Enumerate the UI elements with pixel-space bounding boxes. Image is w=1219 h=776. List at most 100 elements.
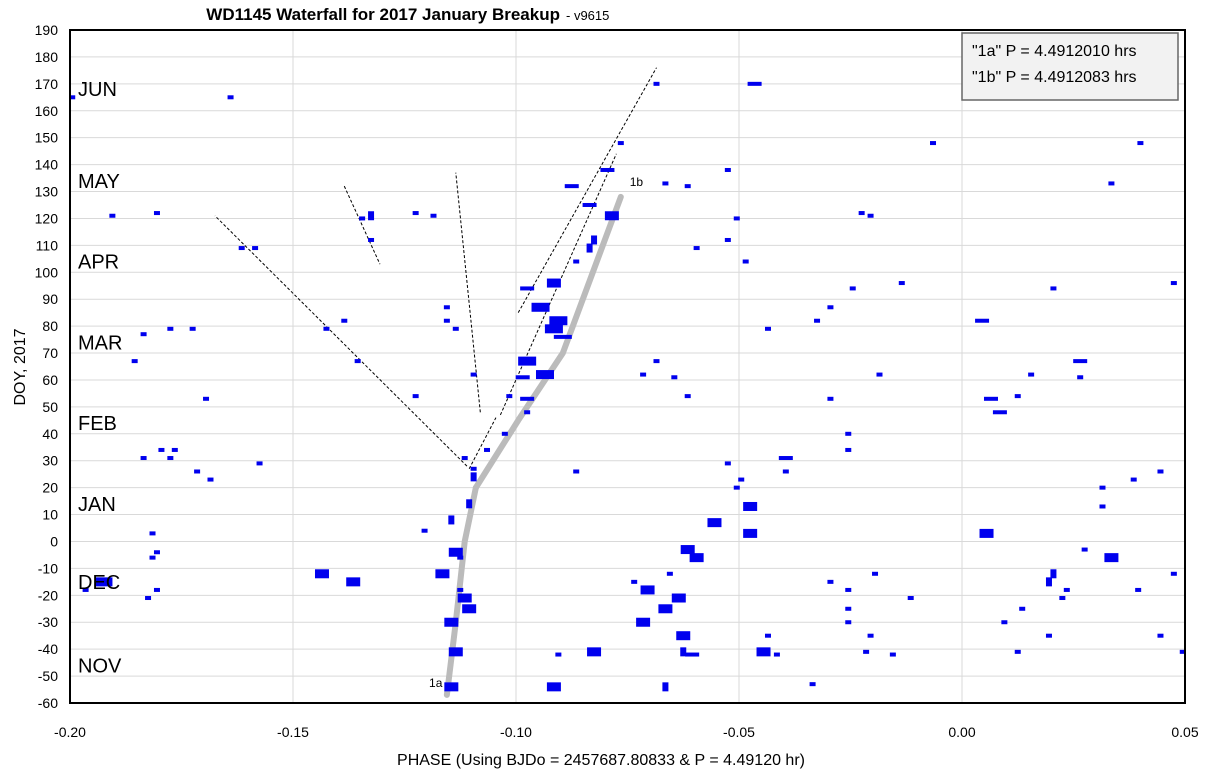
y-tick-label: 50: [42, 399, 58, 415]
dip-marker: [1050, 286, 1057, 291]
dip-marker: [684, 184, 691, 189]
dip-marker: [617, 141, 624, 146]
dip-marker: [582, 202, 597, 207]
y-tick-label: 190: [35, 22, 59, 38]
dip-marker: [1179, 649, 1186, 654]
dip-marker: [845, 606, 852, 611]
dip-marker: [171, 447, 178, 452]
month-labels: JUN MAY APR MAR FEB JAN DEC NOV: [78, 79, 122, 677]
dip-marker: [346, 577, 361, 587]
dip-marker: [421, 528, 428, 533]
dip-marker: [662, 181, 669, 186]
legend-item-1a: "1a" P = 4.4912010 hrs: [972, 43, 1137, 60]
trend-line-1a: [443, 484, 479, 698]
dip-marker: [876, 372, 883, 377]
dip-marker: [314, 569, 329, 579]
y-tick-label: -30: [38, 614, 58, 630]
dip-marker: [1081, 547, 1088, 552]
dip-marker: [662, 682, 669, 692]
y-tick-label: -10: [38, 560, 58, 576]
dip-marker: [743, 501, 758, 511]
dip-marker: [724, 237, 731, 242]
dip-marker: [448, 515, 455, 525]
y-tick-label: 130: [35, 184, 59, 200]
dip-markers: [69, 81, 1186, 692]
x-tick-label: -0.05: [723, 724, 755, 740]
dip-marker: [564, 184, 579, 189]
dip-marker: [872, 571, 879, 576]
dip-marker: [140, 456, 147, 461]
dip-marker: [930, 141, 937, 146]
dip-marker: [1014, 649, 1021, 654]
dip-marker: [448, 547, 463, 557]
y-tick-label: 70: [42, 345, 58, 361]
x-tick-labels: -0.20 -0.15 -0.10 -0.05 0.00 0.05: [54, 724, 1199, 740]
dip-marker: [747, 81, 762, 86]
legend-item-1b: "1b" P = 4.4912083 hrs: [972, 69, 1137, 86]
dip-marker: [680, 545, 695, 555]
y-tick-label: 80: [42, 318, 58, 334]
dip-marker: [462, 604, 477, 614]
trend-lines: [443, 193, 624, 698]
dip-marker: [470, 372, 477, 377]
dip-marker: [827, 579, 834, 584]
dip-marker: [153, 587, 160, 592]
dip-marker: [573, 469, 580, 474]
dip-marker: [131, 359, 138, 364]
y-tick-label: -20: [38, 587, 58, 603]
dip-marker: [515, 375, 530, 380]
dip-marker: [586, 243, 593, 253]
dip-marker: [1108, 181, 1115, 186]
dip-marker: [782, 469, 789, 474]
dip-marker: [778, 456, 793, 461]
dip-marker: [733, 216, 740, 221]
dip-marker: [555, 652, 562, 657]
dip-marker: [549, 316, 568, 326]
dip-marker: [466, 499, 473, 509]
dip-marker: [544, 324, 563, 334]
dip-marker: [591, 235, 598, 245]
y-tick-label: 150: [35, 130, 59, 146]
dip-marker: [975, 318, 990, 323]
dip-marker: [845, 620, 852, 625]
dip-marker: [693, 246, 700, 251]
dip-marker: [1001, 620, 1008, 625]
dip-marker: [1157, 469, 1164, 474]
dip-marker: [444, 617, 459, 627]
dip-marker: [653, 359, 660, 364]
dip-marker: [109, 213, 116, 218]
dip-marker: [1045, 633, 1052, 638]
dip-marker: [1170, 281, 1177, 286]
trend-label: 1b: [630, 175, 644, 189]
dip-marker: [452, 326, 459, 331]
dip-marker: [1099, 504, 1106, 509]
month-label: NOV: [78, 655, 122, 677]
dip-marker: [1099, 485, 1106, 490]
dip-marker: [898, 281, 905, 286]
dip-marker: [443, 318, 450, 323]
dip-marker: [553, 334, 572, 339]
guide-line: [517, 67, 657, 313]
y-tick-label: 140: [35, 157, 59, 173]
dip-marker: [604, 211, 619, 221]
dip-marker: [203, 396, 210, 401]
dip-marker: [1059, 596, 1066, 601]
month-label: MAY: [78, 171, 120, 193]
y-tick-label: -60: [38, 695, 58, 711]
dip-marker: [252, 246, 259, 251]
y-tick-label: -40: [38, 641, 58, 657]
dip-marker: [827, 305, 834, 310]
dip-marker: [82, 587, 89, 592]
dip-marker: [979, 528, 994, 538]
month-label: MAR: [78, 332, 122, 354]
dip-marker: [666, 571, 673, 576]
dip-marker: [546, 278, 561, 288]
y-tick-label: 60: [42, 372, 58, 388]
dip-marker: [1050, 569, 1057, 579]
dip-marker: [506, 394, 513, 399]
dip-marker: [189, 326, 196, 331]
dip-marker: [430, 213, 437, 218]
dip-marker: [484, 447, 491, 452]
dip-marker: [685, 652, 700, 657]
y-tick-label: 110: [36, 237, 59, 253]
